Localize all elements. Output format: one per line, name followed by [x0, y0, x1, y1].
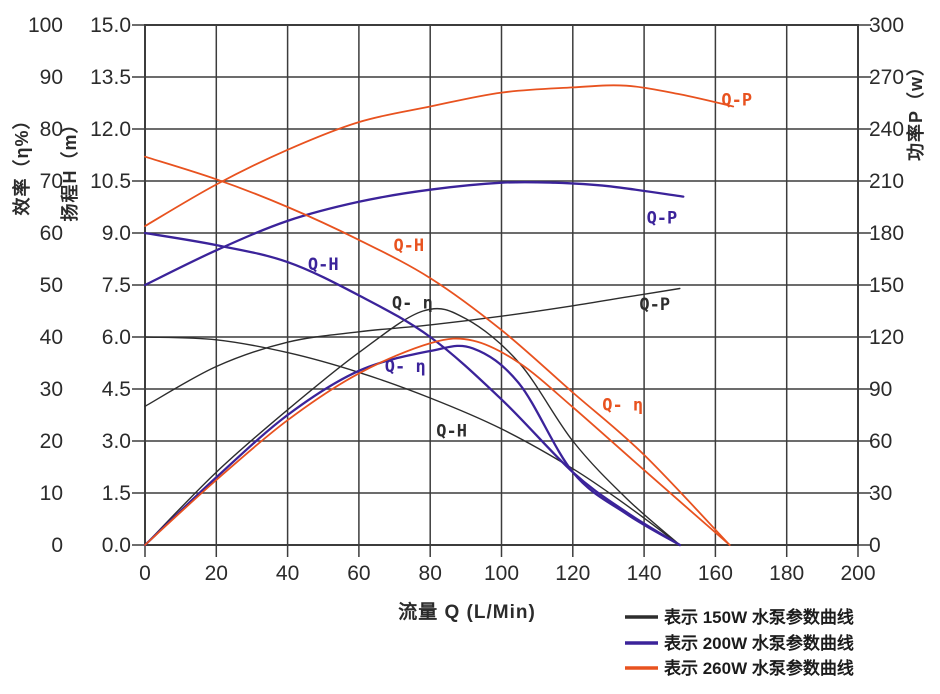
power-axis-tick-label: 120: [869, 326, 904, 349]
curve-label-260w-q-eta: Q- η: [602, 396, 643, 416]
power-axis-tick-label: 150: [869, 274, 904, 297]
curve-label-200w-q-p: Q-P: [647, 208, 678, 228]
x-axis-tick-label: 0: [139, 562, 151, 585]
x-axis-tick-label: 200: [840, 562, 875, 585]
head-axis-title: 扬程H（m）: [59, 114, 80, 221]
curve-label-260w-q-p: Q-P: [721, 91, 752, 111]
head-axis-tick-label: 1.5: [102, 482, 131, 505]
head-axis-tick-label: 12.0: [90, 118, 131, 141]
x-axis-tick-label: 160: [698, 562, 733, 585]
power-axis-tick-label: 90: [869, 378, 892, 401]
curve-label-150w-q-p: Q-P: [639, 295, 670, 315]
x-axis-tick-label: 140: [627, 562, 662, 585]
head-axis-tick-label: 9.0: [102, 222, 131, 245]
x-axis-title: 流量 Q (L/Min): [398, 600, 536, 623]
efficiency-axis-tick-label: 90: [40, 66, 63, 89]
x-axis-tick-label: 120: [555, 562, 590, 585]
curve-260w-q-p: [144, 84, 735, 227]
curve-label-260w-q-h: Q-H: [393, 236, 424, 256]
curve-260w-q-h: [144, 155, 731, 546]
head-axis-tick-label: 3.0: [102, 430, 131, 453]
curve-200w-q-h: [143, 231, 681, 547]
curve-150w-q-h: [144, 336, 681, 546]
power-axis-tick-label: 30: [869, 482, 892, 505]
curve-200w-q-eta: [143, 344, 681, 547]
power-axis-tick-label: 0: [869, 534, 881, 557]
power-axis-tick-label: 210: [869, 170, 904, 193]
head-axis-tick-label: 10.5: [90, 170, 131, 193]
legend-item-label: 表示 260W 水泵参数曲线: [664, 658, 854, 678]
head-axis-tick-label: 0.0: [102, 534, 131, 557]
efficiency-axis-tick-label: 70: [40, 170, 63, 193]
head-axis-tick-label: 7.5: [102, 274, 131, 297]
efficiency-axis-tick-label: 40: [40, 326, 63, 349]
power-axis-tick-label: 270: [869, 66, 904, 89]
head-axis-tick-label: 6.0: [102, 326, 131, 349]
power-axis-tick-label: 180: [869, 222, 904, 245]
curve-150w-q-eta: [144, 307, 681, 546]
efficiency-axis-tick-label: 80: [40, 118, 63, 141]
head-axis-tick-label: 15.0: [90, 14, 131, 37]
curve-label-200w-q-h: Q-H: [308, 255, 339, 275]
efficiency-axis-tick-label: 0: [51, 534, 63, 557]
x-axis-tick-label: 100: [484, 562, 519, 585]
curve-label-150w-q-h: Q-H: [436, 422, 467, 442]
legend-item-label: 表示 200W 水泵参数曲线: [664, 633, 854, 653]
eff-axis-title: 效率（η%）: [11, 111, 32, 216]
curve-150w-q-p: [144, 287, 681, 407]
curve-260w-q-eta: [144, 337, 731, 546]
curve-label-150w-q-eta: Q- η: [392, 294, 433, 314]
x-axis-tick-label: 60: [347, 562, 370, 585]
efficiency-axis-tick-label: 10: [40, 482, 63, 505]
efficiency-axis-tick-label: 30: [40, 378, 63, 401]
x-axis-tick-label: 20: [205, 562, 228, 585]
efficiency-axis-tick-label: 60: [40, 222, 63, 245]
curve-200w-q-p: [143, 180, 685, 287]
efficiency-axis-tick-label: 20: [40, 430, 63, 453]
efficiency-axis-tick-label: 50: [40, 274, 63, 297]
x-axis-tick-label: 80: [419, 562, 442, 585]
legend-item-label: 表示 150W 水泵参数曲线: [664, 607, 854, 627]
x-axis-tick-label: 180: [769, 562, 804, 585]
power-axis-title: 功率P（w）: [905, 57, 926, 161]
efficiency-axis-tick-label: 100: [28, 14, 63, 37]
power-axis-tick-label: 300: [869, 14, 904, 37]
curve-label-200w-q-eta: Q- η: [385, 357, 426, 377]
power-axis-tick-label: 60: [869, 430, 892, 453]
head-axis-tick-label: 13.5: [90, 66, 131, 89]
x-axis-tick-label: 40: [276, 562, 299, 585]
head-axis-tick-label: 4.5: [102, 378, 131, 401]
power-axis-tick-label: 240: [869, 118, 904, 141]
